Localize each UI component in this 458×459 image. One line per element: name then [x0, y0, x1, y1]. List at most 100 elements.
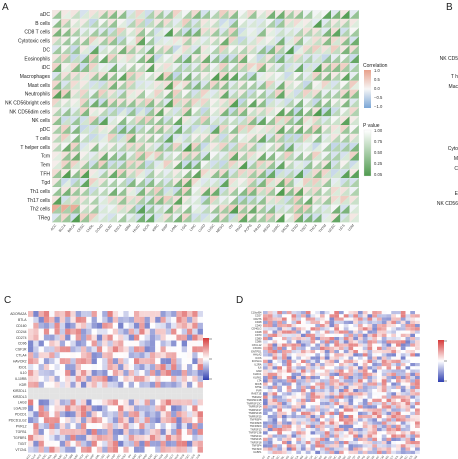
panel-d-cell [329, 333, 335, 338]
cell-pvalue [349, 45, 359, 55]
panel-d-cell [415, 385, 420, 390]
cell-pvalue [340, 98, 350, 108]
cell-pvalue [61, 18, 71, 28]
panel-d-cell [348, 428, 354, 432]
cell-pvalue [70, 133, 80, 143]
cell-pvalue [340, 151, 350, 161]
panel-d-cell [339, 447, 344, 451]
cell-correlation [135, 133, 145, 143]
panel-d-cell [377, 405, 382, 409]
panel-c-cell [86, 352, 92, 359]
panel-d-cell [396, 415, 401, 419]
cell-pvalue [219, 169, 229, 179]
panel-c-row-label: BTLA [18, 318, 27, 322]
cell-pvalue [135, 178, 145, 187]
cell-correlation [200, 63, 211, 72]
panel-d-cell [282, 402, 287, 406]
panel-d-cell [377, 392, 382, 396]
panel-d-cell [315, 314, 321, 318]
panel-c-cell [134, 352, 140, 359]
panel-d-cell [310, 337, 316, 341]
panel-d-cell [415, 346, 420, 351]
cell-correlation [200, 107, 211, 117]
cell-correlation [256, 213, 266, 223]
panel-d-cell [282, 395, 287, 399]
cell-pvalue [163, 54, 173, 64]
panel-c-cell [65, 429, 71, 435]
cell-correlation [163, 151, 173, 161]
panel-d-cell [391, 437, 397, 442]
cell-pvalue [145, 54, 155, 64]
panel-c-cell [49, 446, 55, 453]
panel-c-cell [43, 358, 50, 365]
panel-c-cell [65, 381, 71, 388]
cell-pvalue [219, 133, 229, 143]
panel-d-cell [339, 337, 344, 341]
panel-d-cell [377, 395, 382, 399]
panel-c-cell [96, 316, 103, 323]
panel-c-cell [139, 429, 145, 435]
panel-c-cell [102, 381, 108, 388]
panel-d-cell [291, 346, 297, 351]
panel-c-cell [107, 440, 113, 447]
panel-d-cell [291, 356, 297, 360]
cell-pvalue [321, 89, 331, 99]
cell-pvalue [284, 142, 294, 152]
panel-a-col-label: LGG [180, 223, 188, 231]
cell-correlation [303, 195, 313, 205]
cell-pvalue [303, 36, 313, 46]
panel-d-cell [296, 350, 302, 354]
panel-d-cell [405, 320, 411, 325]
cell-correlation [61, 142, 71, 152]
panel-c-cell [75, 446, 82, 453]
panel-d-cell [377, 421, 382, 425]
panel-c-cell [86, 311, 92, 317]
panel-d-cell [315, 337, 321, 341]
panel-d-cell [381, 330, 387, 334]
cell-correlation [135, 187, 145, 196]
panel-d-cell [305, 363, 311, 367]
cell-correlation [52, 204, 62, 214]
panel-d-cell [358, 366, 363, 370]
cell-pvalue [154, 204, 164, 214]
panel-d-cell [348, 450, 354, 455]
panel-d-cell [400, 353, 406, 357]
panel-c-cell [171, 334, 177, 341]
cell-pvalue [182, 54, 192, 64]
cell-correlation [331, 63, 341, 72]
cell-correlation [210, 36, 220, 46]
panel-d-cell [320, 317, 325, 321]
panel-d-cell [367, 311, 373, 315]
panel-c-cell [144, 358, 150, 365]
panel-d-cell [263, 447, 268, 451]
cell-correlation [265, 10, 276, 19]
panel-d-cell [324, 379, 330, 383]
cell-pvalue [256, 27, 266, 37]
cell-pvalue [79, 27, 90, 37]
panel-d-cell [348, 434, 354, 438]
cell-pvalue [89, 151, 99, 161]
panel-c-cell [102, 417, 108, 424]
cell-correlation [219, 107, 229, 117]
cell-pvalue [107, 10, 118, 19]
panel-d-cell [329, 327, 335, 331]
panel-c-cell [81, 328, 87, 335]
cell-pvalue [79, 133, 90, 143]
panel-d-cell [315, 395, 321, 399]
panel-c-cell [118, 352, 124, 359]
panel-d-cell [329, 324, 335, 328]
panel-c-cell [33, 446, 39, 453]
cell-pvalue [107, 195, 118, 205]
cell-correlation [107, 10, 118, 19]
cell-pvalue [247, 71, 257, 81]
panel-c-cell [197, 393, 203, 400]
cell-pvalue [275, 178, 285, 187]
panel-d-cell [396, 363, 401, 367]
panel-c-cell [160, 322, 166, 329]
panel-d-cell [339, 424, 344, 429]
cell-correlation [312, 151, 322, 161]
panel-d-cell [391, 356, 397, 360]
panel-c-cell [86, 358, 92, 365]
cell-correlation [135, 54, 145, 64]
panel-d-cell [405, 330, 411, 334]
